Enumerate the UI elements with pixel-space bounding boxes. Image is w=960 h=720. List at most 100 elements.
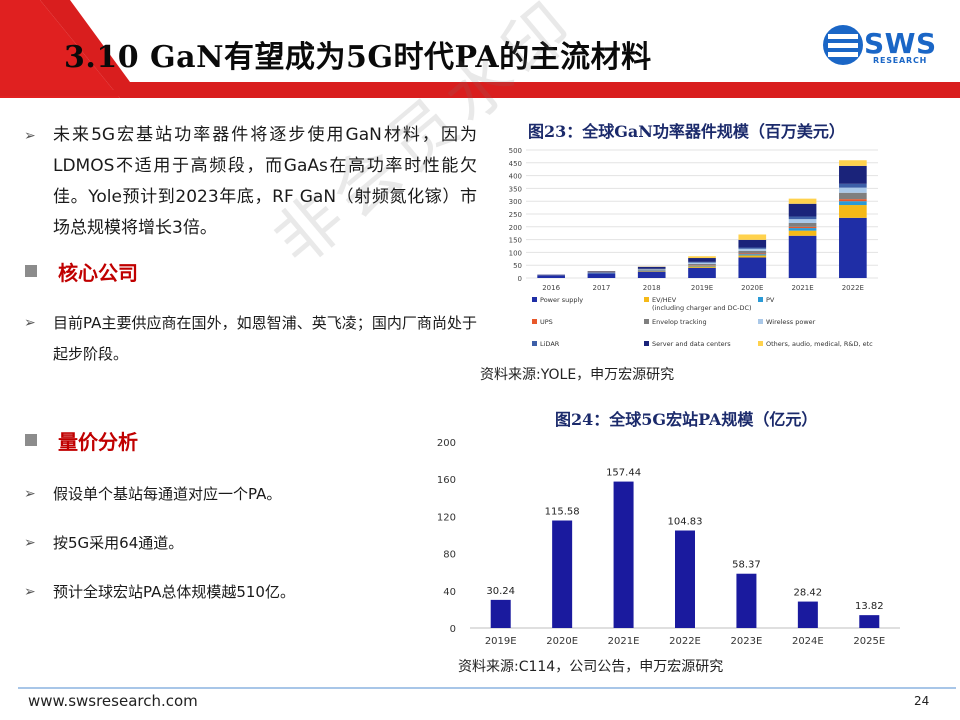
page-title: 3.10 GaN有望成为5G时代PA的主流材料 <box>64 40 652 75</box>
bar-segment <box>839 187 867 193</box>
bar-segment <box>788 222 817 227</box>
data-label: 13.82 <box>855 601 884 612</box>
x-tick-label: 2020E <box>741 284 763 292</box>
bar-segment <box>537 275 565 278</box>
bar-segment <box>637 269 666 271</box>
x-tick-label: 2019E <box>485 636 517 647</box>
fig24-chart: 0 40 80 120 160 200 30.24 2019E 115.58 2020E 157.4… <box>437 438 900 647</box>
assumption-item: 假设单个基站每通道对应一个PA。 <box>53 485 282 503</box>
bar-segment <box>788 235 817 278</box>
bar-segment <box>839 165 867 184</box>
y-tick-label: 120 <box>437 512 456 523</box>
x-tick-label: 2019E <box>691 284 713 292</box>
fig23-source: 资料来源:YOLE，申万宏源研究 <box>480 367 675 383</box>
bar-segment <box>637 270 666 272</box>
logo-text: SWS <box>864 27 937 60</box>
bar-segment <box>738 254 767 256</box>
y-tick-label: 200 <box>509 224 522 232</box>
bar-segment <box>839 217 867 278</box>
legend-label: LiDAR <box>540 340 560 348</box>
bullet-arrow-icon: ➢ <box>24 315 36 331</box>
bar-segment <box>688 263 716 266</box>
bar-segment <box>839 201 867 206</box>
x-tick-label: 2017 <box>593 284 611 292</box>
bar-segment <box>637 271 666 278</box>
x-tick-label: 2022E <box>842 284 864 292</box>
section-marker-icon <box>25 265 37 277</box>
data-label: 104.83 <box>668 517 703 528</box>
bar-segment <box>637 266 666 269</box>
legend-swatch <box>644 319 649 324</box>
legend-label: EV/HEV <box>652 296 677 304</box>
bar-segment <box>688 267 716 278</box>
bar-segment <box>688 258 716 262</box>
bar-segment <box>688 261 716 263</box>
y-tick-label: 100 <box>509 249 522 257</box>
legend-swatch <box>644 341 649 346</box>
footer-divider <box>18 687 956 689</box>
bar-segment <box>688 266 716 268</box>
x-tick-label: 2021E <box>608 636 640 647</box>
bar-segment <box>788 203 817 217</box>
bar-segment <box>587 273 616 278</box>
y-tick-label: 150 <box>509 237 522 245</box>
bar-segment <box>839 160 867 166</box>
legend-swatch <box>758 319 763 324</box>
legend-swatch <box>532 341 537 346</box>
suppliers-paragraph: 目前PA主要供应商在国外，如恩智浦、英飞凌；国内厂商尚处于起步阶段。 <box>53 314 477 363</box>
page-number: 24 <box>914 694 930 708</box>
section-heading-core-companies: 核心公司 <box>58 261 138 285</box>
bar-segment <box>788 228 817 231</box>
assumption-item: 按5G采用64通道。 <box>53 534 184 552</box>
section-heading-volume-price: 量价分析 <box>58 430 138 454</box>
footer-link[interactable]: www.swsresearch.com <box>28 692 198 710</box>
legend-swatch <box>644 297 649 302</box>
legend-swatch <box>758 341 763 346</box>
data-label: 157.44 <box>606 468 641 479</box>
legend-swatch <box>758 297 763 302</box>
y-tick-label: 400 <box>509 173 522 181</box>
bar-segment <box>738 257 767 278</box>
bar-segment <box>839 205 867 218</box>
bullet-arrow-icon: ➢ <box>24 486 36 502</box>
bar-segment <box>738 255 767 258</box>
bar-segment <box>587 271 616 273</box>
legend-label: Server and data centers <box>652 340 731 348</box>
bullet-arrow-icon: ➢ <box>24 584 36 600</box>
bar-segment <box>788 226 817 229</box>
bar-segment <box>688 256 716 259</box>
x-tick-label: 2022E <box>669 636 701 647</box>
fig24-source: 资料来源:C114，公司公告，申万宏源研究 <box>458 659 724 675</box>
slide-header: 3.10 GaN有望成为5G时代PA的主流材料 SWS RESEARCH <box>0 0 960 98</box>
bar-segment <box>587 272 616 274</box>
bar-segment <box>738 239 767 248</box>
legend-swatch <box>532 297 537 302</box>
legend-label: Others, audio, medical, R&D, etc <box>766 340 873 348</box>
y-tick-label: 80 <box>443 550 456 561</box>
data-label: 30.24 <box>486 586 515 597</box>
data-label: 115.58 <box>545 507 580 518</box>
bar-segment <box>788 230 817 236</box>
bar-segment <box>688 265 716 267</box>
bar-segment <box>688 262 716 264</box>
x-tick-label: 2024E <box>792 636 824 647</box>
bar <box>552 520 573 628</box>
bar-segment <box>537 274 565 276</box>
y-tick-label: 0 <box>518 275 522 283</box>
fig23-chart: 0 50 100 150 200 250 300 350 400 450 500 2016 2017 20… <box>509 147 878 348</box>
bar-segment <box>839 183 867 188</box>
data-label: 28.42 <box>794 588 823 599</box>
intro-paragraph: 未来5G宏基站功率器件将逐步使用GaN材料，因为LDMOS不适用于高频段，而Ga… <box>53 125 477 238</box>
logo-subtext: RESEARCH <box>873 56 928 65</box>
x-tick-label: 2021E <box>791 284 813 292</box>
bar <box>859 615 880 628</box>
bar-segment <box>738 253 767 255</box>
fig24-title: 图24：全球5G宏站PA规模（亿元） <box>555 410 818 429</box>
bar <box>613 481 634 628</box>
y-tick-label: 0 <box>450 624 456 635</box>
x-tick-label: 2018 <box>643 284 661 292</box>
bar <box>490 599 511 628</box>
assumption-item: 预计全球宏站PA总体规模越510亿。 <box>53 583 295 601</box>
bar-segment <box>738 234 767 240</box>
legend-label: Wireless power <box>766 318 816 326</box>
